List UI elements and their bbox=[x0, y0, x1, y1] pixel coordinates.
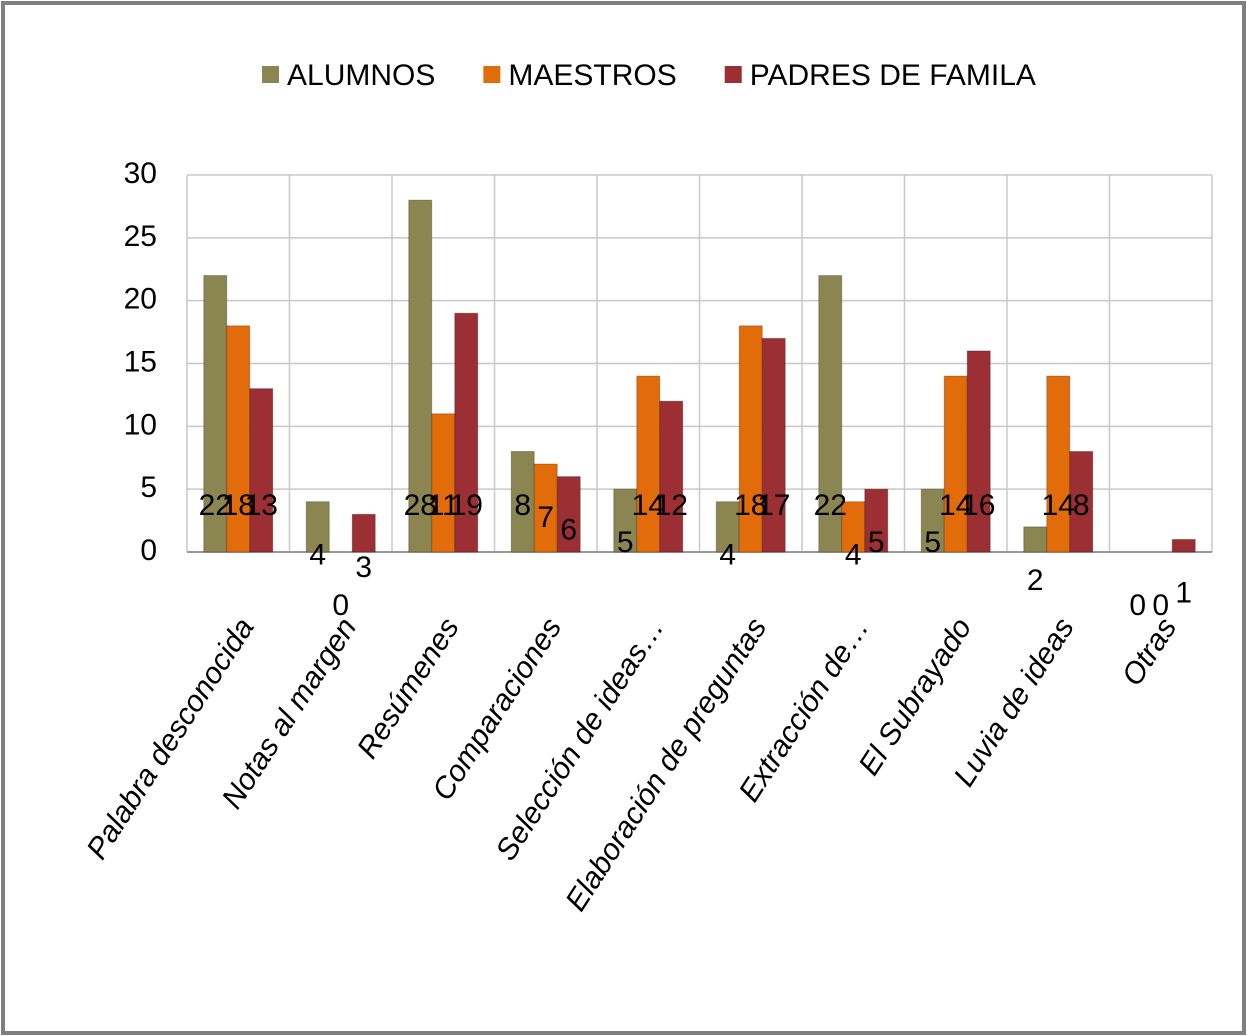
data-label: 3 bbox=[355, 551, 372, 584]
legend-swatch bbox=[724, 66, 742, 83]
y-tick-label: 0 bbox=[140, 534, 157, 567]
data-label: 2 bbox=[1027, 564, 1044, 597]
bar bbox=[659, 400, 684, 553]
bar bbox=[636, 375, 661, 553]
data-label: 4 bbox=[719, 539, 736, 572]
data-label: 0 bbox=[332, 589, 349, 622]
data-label: 16 bbox=[962, 489, 995, 522]
bar bbox=[1046, 375, 1071, 553]
bar bbox=[305, 501, 330, 553]
data-label: 18 bbox=[734, 489, 767, 522]
data-label: 22 bbox=[814, 489, 847, 522]
legend-swatch bbox=[262, 66, 279, 83]
data-label: 28 bbox=[404, 489, 437, 522]
bar bbox=[943, 375, 968, 553]
legend-label: PADRES DE FAMILA bbox=[750, 59, 1036, 92]
data-label: 17 bbox=[757, 489, 790, 522]
bar bbox=[1171, 538, 1196, 553]
y-tick-label: 15 bbox=[124, 345, 157, 378]
data-label: 4 bbox=[309, 539, 326, 572]
data-label: 11 bbox=[428, 489, 459, 522]
data-label: 18 bbox=[222, 489, 255, 522]
bar bbox=[249, 388, 274, 553]
bar bbox=[454, 312, 479, 553]
bar bbox=[761, 337, 786, 553]
data-label: 13 bbox=[245, 489, 278, 522]
data-label: 5 bbox=[868, 526, 885, 559]
bar bbox=[966, 350, 991, 553]
data-label: 6 bbox=[560, 514, 577, 547]
data-label: 7 bbox=[537, 501, 554, 534]
legend-swatch bbox=[483, 66, 501, 83]
bar bbox=[864, 488, 889, 553]
data-label: 4 bbox=[845, 539, 862, 572]
legend-label: ALUMNOS bbox=[287, 59, 435, 92]
bar bbox=[431, 413, 456, 553]
y-tick-label: 20 bbox=[124, 283, 157, 316]
bar bbox=[351, 513, 376, 553]
y-tick-label: 5 bbox=[140, 471, 157, 504]
bar bbox=[556, 476, 581, 553]
data-label: 1 bbox=[1175, 576, 1192, 609]
data-label: 19 bbox=[450, 489, 483, 522]
data-label: 14 bbox=[632, 489, 665, 522]
bar bbox=[818, 275, 843, 553]
data-label: 8 bbox=[514, 489, 531, 522]
legend-label: MAESTROS bbox=[508, 59, 676, 92]
bar bbox=[1069, 450, 1094, 553]
data-label: 12 bbox=[655, 489, 688, 522]
data-label: 0 bbox=[1129, 589, 1146, 622]
data-label: 14 bbox=[939, 489, 972, 522]
y-tick-label: 10 bbox=[124, 408, 157, 441]
data-label: 14 bbox=[1042, 489, 1075, 522]
data-label: 8 bbox=[1073, 489, 1090, 522]
data-label: 5 bbox=[617, 526, 634, 559]
y-tick-label: 25 bbox=[124, 220, 157, 253]
y-tick-label: 30 bbox=[124, 157, 157, 190]
data-label: 5 bbox=[924, 526, 941, 559]
data-label: 22 bbox=[199, 489, 232, 522]
bar bbox=[1023, 526, 1048, 553]
data-label: 0 bbox=[1152, 589, 1169, 622]
bar bbox=[408, 199, 433, 553]
